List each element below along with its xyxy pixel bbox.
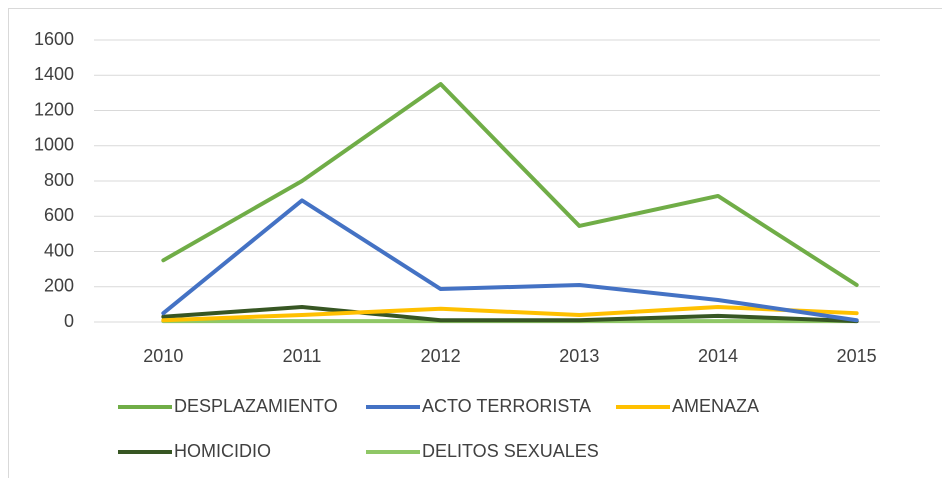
y-tick-label: 1000: [34, 135, 74, 155]
legend-label: HOMICIDIO: [174, 441, 271, 461]
legend-label: DELITOS SEXUALES: [422, 441, 599, 461]
y-tick-label: 400: [44, 240, 74, 260]
y-tick-label: 1400: [34, 64, 74, 84]
y-tick-label: 800: [44, 170, 74, 190]
legend-label: ACTO TERRORISTA: [422, 396, 591, 416]
series-line: [161, 82, 859, 287]
x-tick-label: 2015: [837, 346, 877, 366]
x-tick-label: 2010: [143, 346, 183, 366]
chart-border: [8, 8, 942, 478]
legend-label: AMENAZA: [672, 396, 759, 416]
y-tick-label: 200: [44, 276, 74, 296]
series-line: [161, 305, 859, 323]
y-tick-label: 1600: [34, 29, 74, 49]
x-tick-label: 2011: [283, 346, 322, 366]
y-tick-label: 1200: [34, 99, 74, 119]
legend-label: DESPLAZAMIENTO: [174, 396, 338, 416]
x-tick-label: 2014: [698, 346, 738, 366]
series-line: [161, 305, 859, 324]
y-tick-label: 600: [44, 205, 74, 225]
series-line: [161, 198, 859, 323]
x-tick-label: 2012: [421, 346, 461, 366]
y-tick-label: 0: [64, 311, 74, 331]
x-tick-label: 2013: [559, 346, 599, 366]
